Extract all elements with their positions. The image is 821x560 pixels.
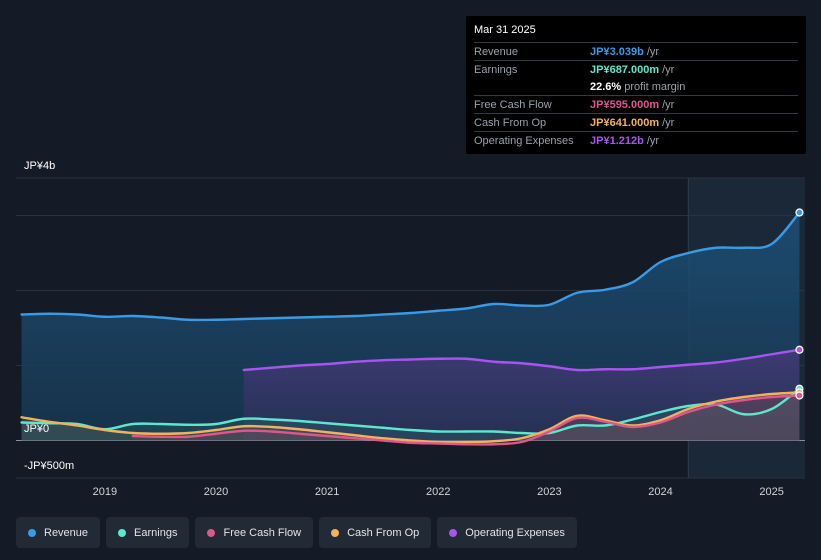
x-tick-label: 2020: [204, 486, 228, 498]
revenue-dot-icon: [28, 528, 36, 537]
x-tick-label: 2021: [315, 486, 339, 498]
legend-item-cash-from-op[interactable]: Cash From Op: [319, 517, 432, 548]
tooltip-unit: /yr: [646, 46, 660, 58]
legend-item-free-cash-flow[interactable]: Free Cash Flow: [195, 517, 314, 548]
legend-label: Operating Expenses: [465, 526, 565, 539]
cash-from-op-line: [20, 391, 801, 444]
series-endpoints: [795, 208, 804, 400]
free-cash-flow-area: [132, 395, 800, 445]
tooltip-value: JP¥3.039b: [590, 46, 644, 58]
series-areas: [21, 212, 800, 445]
x-tick-label: 2025: [759, 486, 783, 498]
tooltip-row-opex: Operating Expenses JP¥1.212b /yr: [474, 131, 798, 149]
earnings-area: [21, 388, 800, 441]
tooltip-row-margin: 22.6% profit margin: [474, 78, 798, 95]
revenue-endpoint: [795, 208, 804, 217]
tooltip-label: Operating Expenses: [474, 135, 574, 147]
legend-label: Cash From Op: [347, 526, 420, 539]
tooltip-date: Mar 31 2025: [474, 24, 536, 36]
free-cash-flow-dot-icon: [207, 528, 216, 537]
tooltip-value: JP¥595.000m: [590, 99, 660, 111]
tooltip-unit: /yr: [662, 99, 675, 111]
tooltip-label: Free Cash Flow: [474, 99, 552, 111]
free-cash-flow-endpoint: [795, 391, 804, 400]
legend-label: Revenue: [44, 526, 89, 539]
tooltip-unit: /yr: [662, 117, 675, 129]
y-tick-bottom: -JP¥500m: [24, 460, 75, 472]
cash-from-op-area: [21, 392, 800, 443]
earnings-dot-icon: [118, 528, 127, 537]
earnings-line: [20, 387, 801, 435]
tooltip-value: JP¥687.000m: [590, 64, 660, 76]
series-lines: [20, 211, 801, 446]
tooltip-label: Revenue: [474, 46, 519, 58]
y-tick-zero: JP¥0: [24, 423, 50, 435]
tooltip-unit: profit margin: [624, 81, 686, 93]
tooltip-label: Earnings: [474, 64, 518, 76]
operating-expenses-endpoint: [795, 345, 804, 354]
tooltip-value: 22.6%: [590, 81, 622, 93]
legend-label: Free Cash Flow: [223, 526, 302, 539]
x-axis-ticks: 2019 2020 2021 2022 2023 2024 2025: [93, 486, 784, 498]
y-tick-top: JP¥4b: [24, 160, 56, 172]
tooltip-value: JP¥1.212b: [590, 135, 644, 147]
legend-label: Earnings: [134, 526, 178, 539]
legend-item-revenue[interactable]: Revenue: [16, 517, 101, 548]
x-tick-label: 2022: [426, 486, 450, 498]
operating-expenses-area: [243, 349, 800, 441]
tooltip-label: Cash From Op: [474, 117, 547, 129]
tooltip-row-revenue: Revenue JP¥3.039b /yr: [474, 42, 798, 60]
tooltip-row-fcf: Free Cash Flow JP¥595.000m /yr: [474, 95, 798, 113]
revenue-line: [20, 211, 801, 322]
tooltip-row-cfo: Cash From Op JP¥641.000m /yr: [474, 113, 798, 131]
tooltip-unit: /yr: [662, 64, 675, 76]
data-tooltip: Mar 31 2025 Revenue JP¥3.039b /yr Earnin…: [466, 16, 806, 154]
x-tick-label: 2024: [648, 486, 672, 498]
x-tick-label: 2019: [93, 486, 117, 498]
legend-item-earnings[interactable]: Earnings: [106, 517, 190, 548]
operating-expenses-dot-icon: [449, 528, 458, 537]
operating-expenses-line: [242, 348, 801, 372]
legend-item-operating-expenses[interactable]: Operating Expenses: [437, 517, 577, 548]
tooltip-unit: /yr: [646, 135, 660, 147]
tooltip-row-earnings: Earnings JP¥687.000m /yr: [474, 60, 798, 78]
legend: Revenue Earnings Free Cash Flow Cash Fro…: [16, 517, 577, 548]
free-cash-flow-line: [131, 394, 801, 446]
x-tick-label: 2023: [537, 486, 561, 498]
tooltip-value: JP¥641.000m: [590, 117, 660, 129]
cash-from-op-dot-icon: [331, 528, 340, 537]
